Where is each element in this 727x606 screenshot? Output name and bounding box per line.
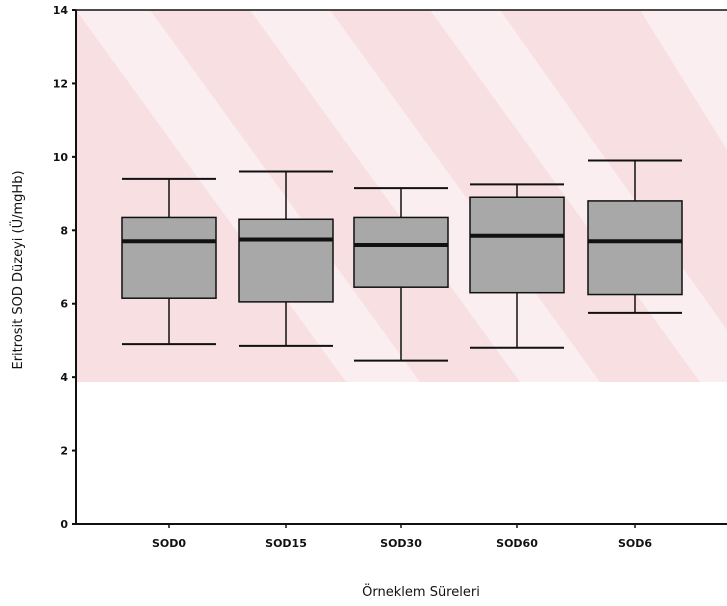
box-sod15 <box>238 170 334 347</box>
iqr-box <box>469 196 565 294</box>
box-sod0 <box>121 177 217 346</box>
iqr-box <box>121 216 217 299</box>
box-sod6 <box>587 159 683 314</box>
watermark <box>76 10 727 382</box>
y-tick-label: 0 <box>60 518 68 531</box>
x-tick-label: SOD60 <box>496 537 538 550</box>
y-axis-title: Eritrosit SOD Düzeyi (Ü/mgHb) <box>9 170 26 369</box>
x-tick-label: SOD0 <box>152 537 186 550</box>
y-tick-label: 4 <box>60 371 68 384</box>
iqr-box <box>587 200 683 296</box>
x-axis-title: Örneklem Süreleri <box>362 583 480 600</box>
y-ticks: 0 2 4 6 8 10 12 14 <box>53 4 76 531</box>
y-tick-label: 2 <box>60 445 68 458</box>
y-tick-label: 10 <box>53 151 69 164</box>
x-tick-label: SOD30 <box>380 537 422 550</box>
iqr-box <box>238 218 334 303</box>
box-sod30 <box>353 187 449 362</box>
x-tick-label: SOD15 <box>265 537 307 550</box>
watermark-stripe <box>76 10 420 382</box>
y-tick-label: 6 <box>60 298 68 311</box>
y-tick-label: 14 <box>53 4 69 17</box>
x-tick-label: SOD6 <box>618 537 652 550</box>
boxes <box>121 159 683 362</box>
y-tick-label: 8 <box>60 224 68 237</box>
box-sod60 <box>469 183 565 349</box>
watermark-stripe <box>640 10 727 150</box>
y-tick-label: 12 <box>53 77 68 90</box>
x-ticks: SOD0 SOD15 SOD30 SOD60 SOD6 <box>152 524 652 550</box>
iqr-box <box>353 216 449 288</box>
